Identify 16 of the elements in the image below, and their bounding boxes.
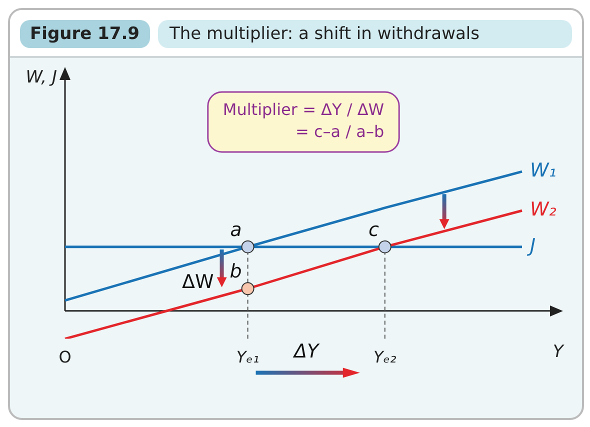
annotation: c: [368, 218, 380, 241]
x-tick-label: O: [58, 348, 72, 367]
chart-title: Figure 17.9: [20, 20, 150, 48]
y-axis-title: W, J: [26, 67, 57, 88]
annotation: ΔW: [182, 271, 214, 294]
series-label: W₂: [530, 198, 557, 221]
annotation: b: [230, 260, 242, 283]
annotation: a: [230, 218, 242, 241]
text: ΔY: [292, 340, 320, 363]
series-label: J: [526, 234, 536, 257]
x-axis-title: Y: [552, 342, 565, 362]
text: Multiplier = ΔY / ΔW = c–a / a–b: [222, 100, 384, 142]
series-label: W₁: [530, 160, 556, 182]
x-tick-label: Yₑ₂: [373, 348, 397, 367]
chart-subtitle: The multiplier: a shift in withdrawals: [158, 20, 572, 48]
x-tick-label: Yₑ₁: [236, 348, 260, 367]
